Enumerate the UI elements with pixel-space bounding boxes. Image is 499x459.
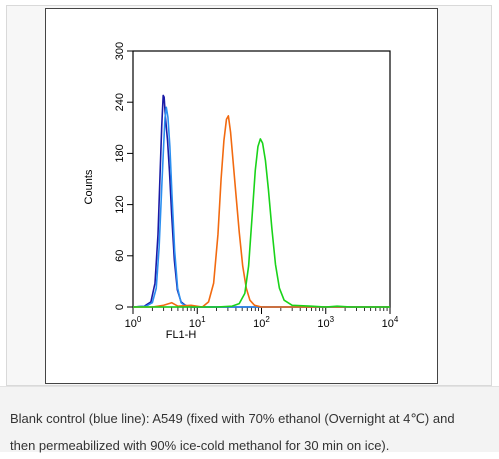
y-tick-label: 240 bbox=[114, 93, 126, 111]
y-axis-label: Counts bbox=[83, 169, 95, 204]
caption-line-2: then permeabilized with 90% ice-cold met… bbox=[10, 438, 390, 453]
chart-box: 0 60 120 180 240 300 100 101 102 103 104 FL1-H Count… bbox=[45, 8, 438, 384]
caption-line-1: Blank control (blue line): A549 (fixed w… bbox=[10, 411, 455, 426]
y-tick-label: 180 bbox=[114, 144, 126, 162]
x-tick-label: 102 bbox=[253, 315, 270, 330]
series-line-4 bbox=[133, 138, 390, 308]
y-tick-label: 60 bbox=[114, 250, 126, 262]
x-tick-label: 104 bbox=[382, 315, 399, 330]
series-line-2 bbox=[132, 106, 390, 308]
x-tick-label: 101 bbox=[189, 315, 206, 330]
figure-caption: Blank control (blue line): A549 (fixed w… bbox=[0, 386, 499, 453]
x-tick-label: 103 bbox=[317, 315, 334, 330]
x-tick-label: 100 bbox=[125, 315, 142, 330]
y-tick-label: 300 bbox=[114, 42, 126, 60]
y-tick-label: 0 bbox=[114, 304, 126, 310]
y-tick-label: 120 bbox=[114, 195, 126, 213]
flow-cytometry-histogram: 0 60 120 180 240 300 100 101 102 103 104 FL1-H Count… bbox=[83, 42, 399, 341]
series-line-3 bbox=[133, 115, 390, 308]
figure-frame: 0 60 120 180 240 300 100 101 102 103 104 FL1-H Count… bbox=[6, 5, 492, 386]
x-axis-label: FL1-H bbox=[166, 329, 197, 341]
